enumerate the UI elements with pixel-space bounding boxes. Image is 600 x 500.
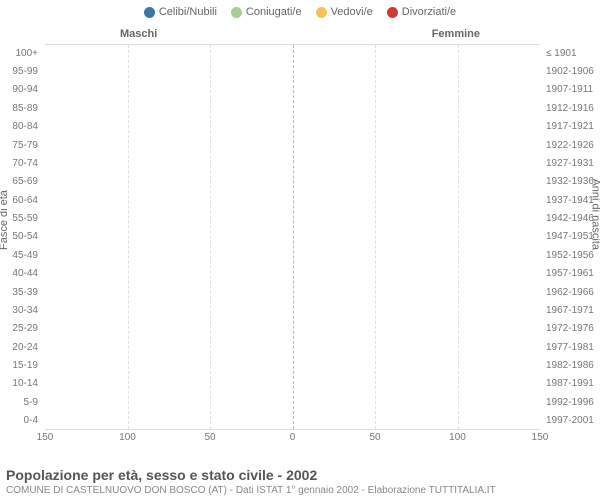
- birth-label: 1997-2001: [542, 412, 600, 430]
- x-tick: 50: [369, 432, 380, 443]
- legend-item: Divorziati/e: [387, 6, 456, 18]
- legend-dot: [144, 7, 155, 18]
- legend-label: Divorziati/e: [402, 6, 456, 18]
- legend-item: Coniugati/e: [231, 6, 302, 18]
- age-label: 75-79: [0, 136, 42, 154]
- gridline: [375, 45, 376, 429]
- birth-label: 1947-1951: [542, 228, 600, 246]
- x-tick: 100: [449, 432, 466, 443]
- pyramid-row: [45, 210, 540, 228]
- birth-label: 1967-1971: [542, 301, 600, 319]
- age-label: 0-4: [0, 412, 42, 430]
- age-label: 30-34: [0, 301, 42, 319]
- birth-label: 1902-1906: [542, 62, 600, 80]
- legend-label: Celibi/Nubili: [159, 6, 217, 18]
- chart-rows: [45, 45, 540, 429]
- x-tick: 50: [204, 432, 215, 443]
- age-label: 10-14: [0, 375, 42, 393]
- legend-dot: [387, 7, 398, 18]
- pyramid-row: [45, 319, 540, 337]
- age-label: 90-94: [0, 81, 42, 99]
- pyramid-row: [45, 356, 540, 374]
- pyramid-row: [45, 191, 540, 209]
- age-label: 45-49: [0, 246, 42, 264]
- y-labels-birth: ≤ 19011902-19061907-19111912-19161917-19…: [542, 44, 600, 430]
- age-label: 25-29: [0, 320, 42, 338]
- age-label: 20-24: [0, 338, 42, 356]
- legend-label: Vedovi/e: [331, 6, 373, 18]
- birth-label: 1937-1941: [542, 191, 600, 209]
- chart-title: Popolazione per età, sesso e stato civil…: [6, 467, 594, 483]
- age-label: 80-84: [0, 118, 42, 136]
- age-label: 85-89: [0, 99, 42, 117]
- birth-label: 1927-1931: [542, 154, 600, 172]
- gridline: [210, 45, 211, 429]
- age-label: 35-39: [0, 283, 42, 301]
- legend: Celibi/Nubili Coniugati/e Vedovi/e Divorzia…: [0, 0, 600, 20]
- birth-label: ≤ 1901: [542, 44, 600, 62]
- label-male: Maschi: [120, 28, 157, 40]
- birth-label: 1907-1911: [542, 81, 600, 99]
- y-labels-age: 100+95-9990-9485-8980-8475-7970-7465-696…: [0, 44, 42, 430]
- pyramid-row: [45, 301, 540, 319]
- birth-label: 1977-1981: [542, 338, 600, 356]
- age-label: 5-9: [0, 393, 42, 411]
- age-label: 15-19: [0, 356, 42, 374]
- legend-item: Vedovi/e: [316, 6, 373, 18]
- pyramid-chart: [45, 44, 540, 430]
- pyramid-row: [45, 63, 540, 81]
- age-label: 55-59: [0, 209, 42, 227]
- birth-label: 1972-1976: [542, 320, 600, 338]
- birth-label: 1922-1926: [542, 136, 600, 154]
- pyramid-row: [45, 173, 540, 191]
- pyramid-row: [45, 155, 540, 173]
- birth-label: 1917-1921: [542, 118, 600, 136]
- pyramid-row: [45, 246, 540, 264]
- pyramid-row: [45, 283, 540, 301]
- legend-item: Celibi/Nubili: [144, 6, 217, 18]
- x-axis: 15010050050100150: [45, 432, 540, 446]
- birth-label: 1982-1986: [542, 356, 600, 374]
- age-label: 40-44: [0, 265, 42, 283]
- legend-dot: [231, 7, 242, 18]
- birth-label: 1957-1961: [542, 265, 600, 283]
- x-tick: 0: [290, 432, 296, 443]
- birth-label: 1952-1956: [542, 246, 600, 264]
- birth-label: 1992-1996: [542, 393, 600, 411]
- birth-label: 1942-1946: [542, 209, 600, 227]
- pyramid-row: [45, 338, 540, 356]
- pyramid-row: [45, 100, 540, 118]
- birth-label: 1962-1966: [542, 283, 600, 301]
- x-tick: 100: [119, 432, 136, 443]
- pyramid-row: [45, 374, 540, 392]
- label-female: Femmine: [432, 28, 480, 40]
- x-tick: 150: [532, 432, 549, 443]
- age-label: 95-99: [0, 62, 42, 80]
- pyramid-row: [45, 264, 540, 282]
- gridline: [458, 45, 459, 429]
- pyramid-row: [45, 411, 540, 429]
- pyramid-row: [45, 118, 540, 136]
- birth-label: 1912-1916: [542, 99, 600, 117]
- legend-label: Coniugati/e: [246, 6, 302, 18]
- footer: Popolazione per età, sesso e stato civil…: [6, 467, 594, 496]
- age-label: 65-69: [0, 173, 42, 191]
- age-label: 50-54: [0, 228, 42, 246]
- pyramid-row: [45, 392, 540, 410]
- pyramid-row: [45, 82, 540, 100]
- birth-label: 1987-1991: [542, 375, 600, 393]
- pyramid-row: [45, 45, 540, 63]
- pyramid-row: [45, 228, 540, 246]
- gridline: [128, 45, 129, 429]
- x-tick: 150: [37, 432, 54, 443]
- age-label: 70-74: [0, 154, 42, 172]
- birth-label: 1932-1936: [542, 173, 600, 191]
- age-label: 60-64: [0, 191, 42, 209]
- legend-dot: [316, 7, 327, 18]
- age-label: 100+: [0, 44, 42, 62]
- pyramid-row: [45, 136, 540, 154]
- chart-subtitle: COMUNE DI CASTELNUOVO DON BOSCO (AT) - D…: [6, 485, 594, 496]
